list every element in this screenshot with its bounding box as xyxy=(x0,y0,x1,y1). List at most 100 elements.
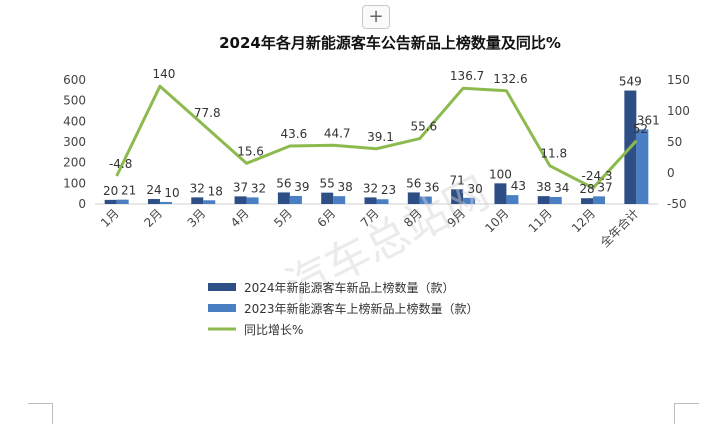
right-axis-tick: 100 xyxy=(667,104,690,118)
legend-swatch-2023 xyxy=(208,304,236,312)
bar-2024-label: 56 xyxy=(406,176,421,190)
bar-2023 xyxy=(289,195,302,204)
bar-2024-label: 549 xyxy=(619,75,642,89)
right-axis-tick: 0 xyxy=(667,166,675,180)
bar-2023 xyxy=(246,197,259,204)
x-axis-tick: 11月 xyxy=(526,206,555,235)
bar-2023-label: 32 xyxy=(251,181,266,195)
right-axis-tick: 50 xyxy=(667,135,682,149)
bar-2023-label: 361 xyxy=(637,113,660,127)
bar-2023 xyxy=(419,196,432,204)
data-labels: 20 21 24 10 32 18 37 32 56 39 55 38 32 23 56 3671301004… xyxy=(103,67,660,200)
left-axis-tick: 500 xyxy=(63,94,86,108)
bar-2024-label: 55 xyxy=(320,177,335,191)
bar-2024-label: 20 xyxy=(103,184,118,198)
corner-mark-right xyxy=(674,403,699,424)
growth-label: 132.6 xyxy=(493,72,527,86)
growth-label: 140 xyxy=(153,67,176,81)
bar-2024 xyxy=(191,197,204,204)
bar-2023 xyxy=(203,200,216,204)
bar-2023-label: 23 xyxy=(381,183,396,197)
bar-2023-label: 43 xyxy=(511,179,526,193)
legend-swatch-2024 xyxy=(208,283,236,291)
growth-label: -24.3 xyxy=(582,169,613,183)
bar-2024 xyxy=(451,189,464,204)
bar-2024-label: 56 xyxy=(276,176,291,190)
bar-2024-label: 100 xyxy=(489,167,512,181)
bar-2023 xyxy=(593,196,606,204)
growth-label: 77.8 xyxy=(194,106,221,120)
left-axis-tick: 0 xyxy=(78,197,86,211)
right-axis-tick: -50 xyxy=(667,197,687,211)
bar-2024 xyxy=(234,196,247,204)
bar-2023-label: 10 xyxy=(164,186,179,200)
growth-label: -4.8 xyxy=(109,157,132,171)
bar-2024-label: 38 xyxy=(536,180,551,194)
bar-2023 xyxy=(333,196,346,204)
growth-label: 136.7 xyxy=(450,69,484,83)
growth-label: 39.1 xyxy=(367,130,394,144)
right-axis-tick: 150 xyxy=(667,73,690,87)
bar-2023-label: 30 xyxy=(467,182,482,196)
bar-2023-label: 34 xyxy=(554,181,569,195)
growth-label: 52 xyxy=(633,122,648,136)
bar-2023-label: 21 xyxy=(121,184,136,198)
growth-label: 11.8 xyxy=(540,147,567,161)
x-axis-tick: 12月 xyxy=(569,206,598,235)
bar-2023-label: 36 xyxy=(424,181,439,195)
bar-2024 xyxy=(277,192,290,204)
growth-label: 43.6 xyxy=(281,127,308,141)
x-axis-tick: 1月 xyxy=(98,206,122,230)
legend-label-2024: 2024年新能源客车新品上榜数量（款） xyxy=(244,280,455,295)
bar-2024-label: 24 xyxy=(146,183,161,197)
chart-title: 2024年各月新能源客车公告新品上榜数量及同比% xyxy=(219,34,561,52)
legend-label-2023: 2023年新能源客车上榜新品上榜数量（款） xyxy=(244,301,479,316)
bar-2023 xyxy=(636,129,649,204)
bar-2023-label: 18 xyxy=(208,184,223,198)
left-axis-tick: 600 xyxy=(63,73,86,87)
x-axis-tick: 2月 xyxy=(141,206,165,230)
bar-2023 xyxy=(506,195,519,204)
bar-2024-label: 32 xyxy=(363,181,378,195)
left-axis-tick: 400 xyxy=(63,114,86,128)
growth-label: 55.6 xyxy=(410,120,437,134)
bar-2023-label: 38 xyxy=(338,180,353,194)
right-axis: -50 0 50 100 150 xyxy=(667,73,690,211)
bar-2024-label: 37 xyxy=(233,180,248,194)
bar-2023 xyxy=(159,201,172,204)
x-axis-tick: 5月 xyxy=(271,206,295,230)
bar-2024-label: 28 xyxy=(579,182,594,196)
bar-2024 xyxy=(537,196,550,204)
bar-2023 xyxy=(463,197,476,204)
bar-2023-label: 37 xyxy=(597,180,612,194)
bar-2024 xyxy=(104,199,117,204)
bar-2024-label: 71 xyxy=(449,173,464,187)
x-axis-tick: 4月 xyxy=(228,206,252,230)
bar-2024 xyxy=(321,192,334,204)
left-axis-tick: 200 xyxy=(63,156,86,170)
growth-line xyxy=(115,84,638,190)
bar-2024 xyxy=(494,183,507,204)
x-axis-tick: 3月 xyxy=(185,206,209,230)
growth-label: 44.7 xyxy=(324,126,351,140)
bar-2024-label: 32 xyxy=(190,181,205,195)
bar-2024 xyxy=(147,199,160,204)
bar-2023 xyxy=(376,199,389,204)
bar-2024 xyxy=(364,197,377,204)
bar-2023 xyxy=(116,199,129,204)
left-axis-tick: 300 xyxy=(63,135,86,149)
add-button[interactable]: + xyxy=(362,5,390,29)
growth-line-layer xyxy=(115,84,638,190)
legend: 2024年新能源客车新品上榜数量（款） 2023年新能源客车上榜新品上榜数量（款… xyxy=(208,280,479,337)
x-axis-tick: 全年合计 xyxy=(597,206,642,251)
x-axis-tick: 6月 xyxy=(315,206,339,230)
left-axis-tick: 100 xyxy=(63,176,86,190)
growth-label: 15.6 xyxy=(237,144,264,158)
bar-2024 xyxy=(581,198,594,204)
bar-2023 xyxy=(549,196,562,204)
bar-2023-label: 39 xyxy=(294,180,309,194)
corner-mark-left xyxy=(28,403,53,424)
legend-label-growth: 同比增长% xyxy=(244,323,303,337)
bar-2024 xyxy=(407,192,420,204)
